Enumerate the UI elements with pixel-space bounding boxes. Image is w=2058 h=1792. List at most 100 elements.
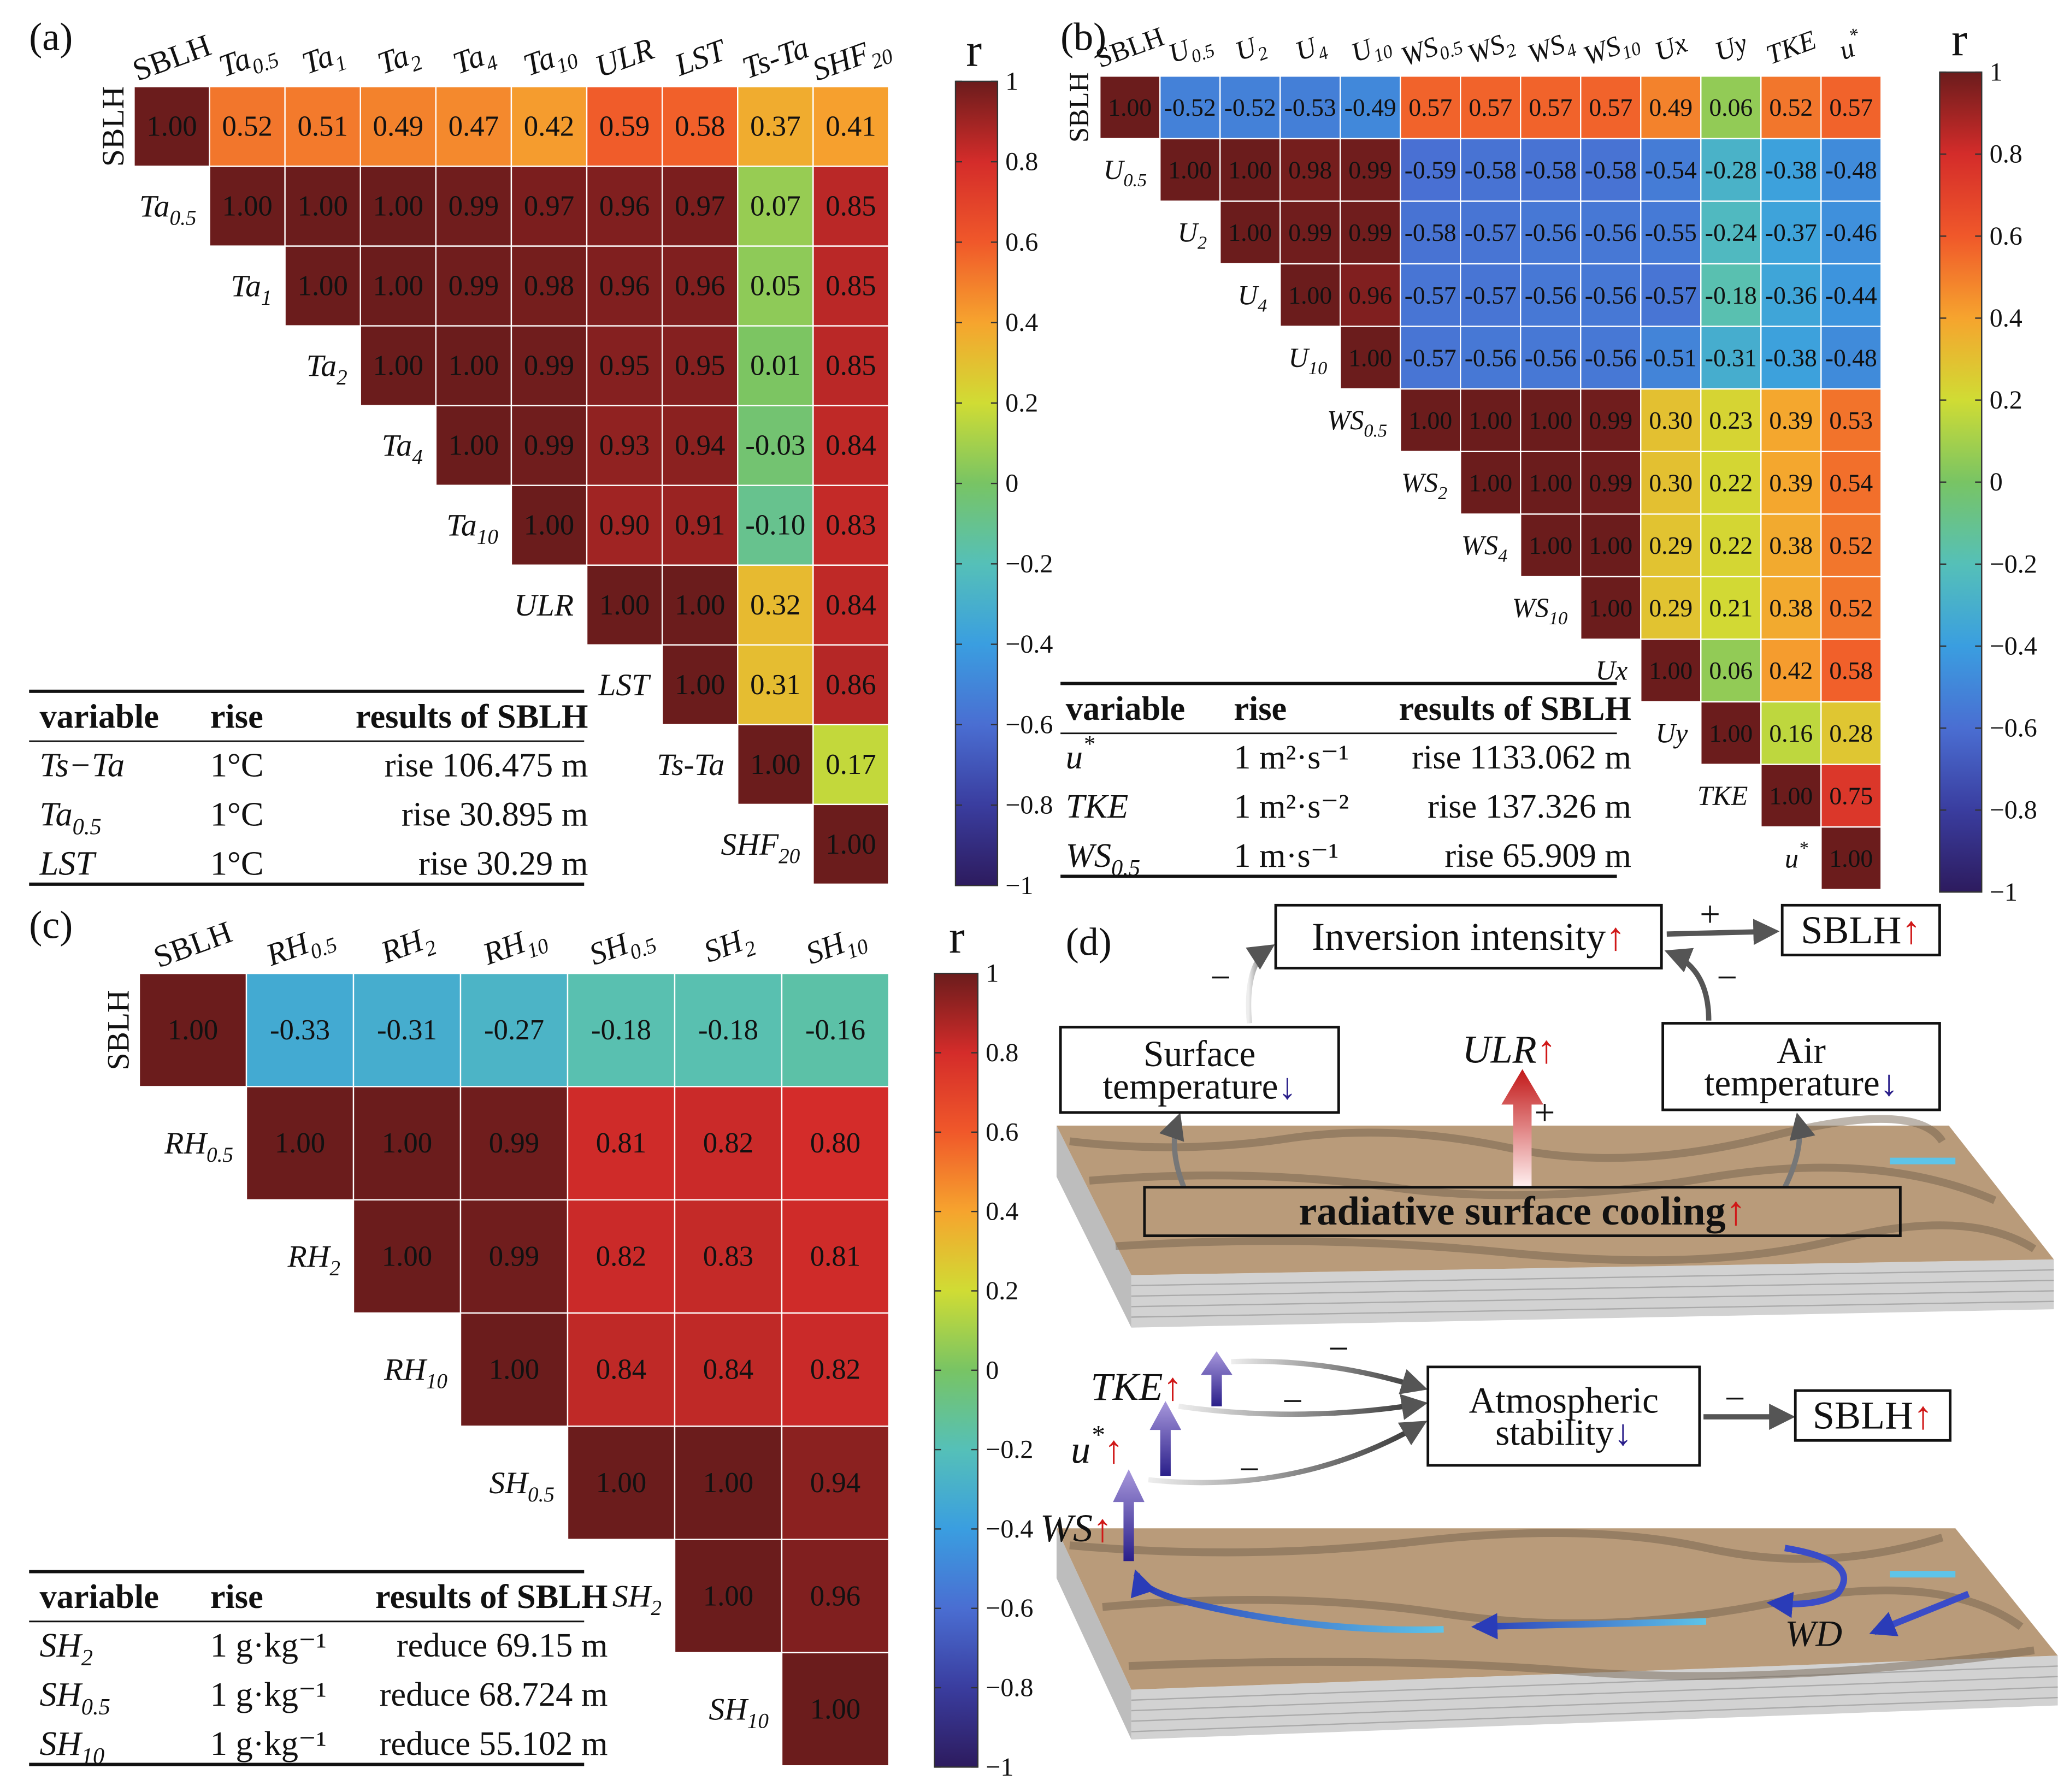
colorbar-tick-label: 0.4 [986,1197,1018,1226]
table-cell: rise 1133.062 m [1412,738,1631,776]
table-variable: WS0.5 [1066,836,1140,881]
column-label-text: RH [478,924,532,972]
colorbar-tick-label: −0.6 [986,1594,1033,1623]
heatmap-cell [1640,263,1702,327]
column-label-sub: 20 [868,44,897,74]
diagram-sign: − [1717,957,1737,998]
heatmap-cell [1640,638,1702,703]
heatmap-cell [138,973,247,1087]
wind-arrow [1130,1569,1444,1633]
diagram-box [1143,1186,1902,1237]
diagram-sign: + [1534,1092,1555,1133]
heatmap-cell [435,325,512,406]
heatmap-cell [510,86,588,167]
row-label-sub: 0.5 [170,206,197,230]
heatmap-cell [1820,701,1882,765]
table-cell: 1 g·kg⁻¹ [210,1626,327,1664]
diagram-label: TKE↑ [1090,1365,1182,1409]
label-arrow: ↑ [1163,1365,1183,1409]
heatmap-cell [661,245,739,327]
row-label-text: Ta [306,348,337,383]
column-label-text: Ta [298,38,338,81]
cell-label: 1.00 [382,1127,432,1159]
colorbar-label: r [949,910,965,963]
colorbar-tick-label: 0 [986,1356,999,1385]
heatmap-cell [781,973,890,1087]
ulr-arrow [1501,1069,1544,1187]
box-text: Surface [1143,1033,1255,1074]
cell-label: -0.31 [1705,344,1757,371]
cell-label: 0.58 [675,111,725,143]
column-label-sub: 0.5 [1437,37,1466,64]
cell-label: 0.39 [1769,469,1813,497]
cell-label: 0.22 [1709,531,1753,559]
column-label: Ta1 [298,34,350,87]
heatmap-cell [674,1086,783,1200]
column-label: Uy [1711,27,1752,67]
wind-arrow [1766,1545,1847,1618]
cell-label: 1.00 [524,510,574,541]
heatmap-cell [1640,513,1702,578]
cell-label: -0.28 [1705,156,1757,184]
table-cell: rise 30.29 m [418,844,588,882]
row-label-sub: 2 [1438,483,1447,504]
diagram-box-label: stability↓ [1495,1412,1632,1453]
heatmap-cell [1820,326,1882,390]
heatmap-cell [586,245,663,327]
cell-label: 0.51 [297,111,347,143]
colorbar-tick-label: −0.2 [1005,549,1053,578]
heatmap-cell [1279,138,1341,202]
heatmap-cell [1520,263,1582,327]
row-label-text: SHF [721,827,779,861]
box-text: stability [1495,1412,1614,1453]
label-arrow: ↑ [1537,1028,1556,1072]
heatmap-cell [1219,200,1281,265]
cell-label: 1.00 [825,829,876,860]
colorbar-tick-label: −1 [1005,871,1033,900]
cell-label: -0.56 [1525,218,1577,246]
heatmap-cell [812,165,889,247]
heatmap-cell [1700,638,1762,703]
heatmap-cell [1760,576,1822,640]
colorbar-tick-label: −0.6 [1005,710,1053,739]
panel-label: (c) [29,903,73,947]
colorbar-tick-label: 0.6 [1990,222,2022,251]
cell-label: 1.00 [373,191,423,222]
heatmap-cell [352,1199,462,1314]
cell-label: 1.00 [297,191,347,222]
colorbar-label: r [1951,13,1967,66]
heatmap-cell [1580,200,1642,265]
cell-label: 0.84 [825,589,876,621]
diagram-box [1661,1022,1941,1111]
heatmap: 1.00 -0.52 -0.52 -0.53 -0.49 0.57 0.57 0.57 0.57… [1099,75,1882,890]
colorbar-tick-label: 0 [1005,469,1018,498]
cell-label: 1.00 [373,350,423,382]
colorbar-tick-label: −0.2 [1990,549,2037,578]
cell-label: -0.52 [1224,93,1276,121]
heatmap-cell [1400,138,1461,202]
heatmap-cell [435,405,512,486]
wind-arrow [1869,1590,1970,1636]
slab-top [1056,1125,2054,1275]
row-label-text: ULR [514,588,574,622]
row-label-text: RH [164,1126,208,1161]
colorbar-tick-label: 0.4 [1990,304,2022,333]
heatmap-cell [737,165,814,247]
colorbar-label: r [966,23,982,76]
diagram-label-text: WS [1040,1506,1093,1550]
cell-label: 0.80 [810,1127,860,1159]
diagram-box [1426,1365,1701,1467]
cell-label: 0.99 [449,270,499,302]
cell-label: 0.52 [1829,594,1873,622]
table-variable-sub: 10 [81,1743,104,1769]
heatmap-cell [1760,75,1822,140]
cell-label: 0.47 [449,111,499,143]
diagram-box-label: Inversion intensity↑ [1312,915,1625,959]
cell-label: 0.97 [675,191,725,222]
table-header: results of SBLH [356,697,588,735]
box-text: Atmospheric [1469,1380,1659,1421]
heatmap-cell [1159,75,1221,140]
column-label-text: Uy [1711,27,1752,67]
cell-label: 0.85 [825,270,876,302]
column-label: RH0.5 [261,916,340,978]
